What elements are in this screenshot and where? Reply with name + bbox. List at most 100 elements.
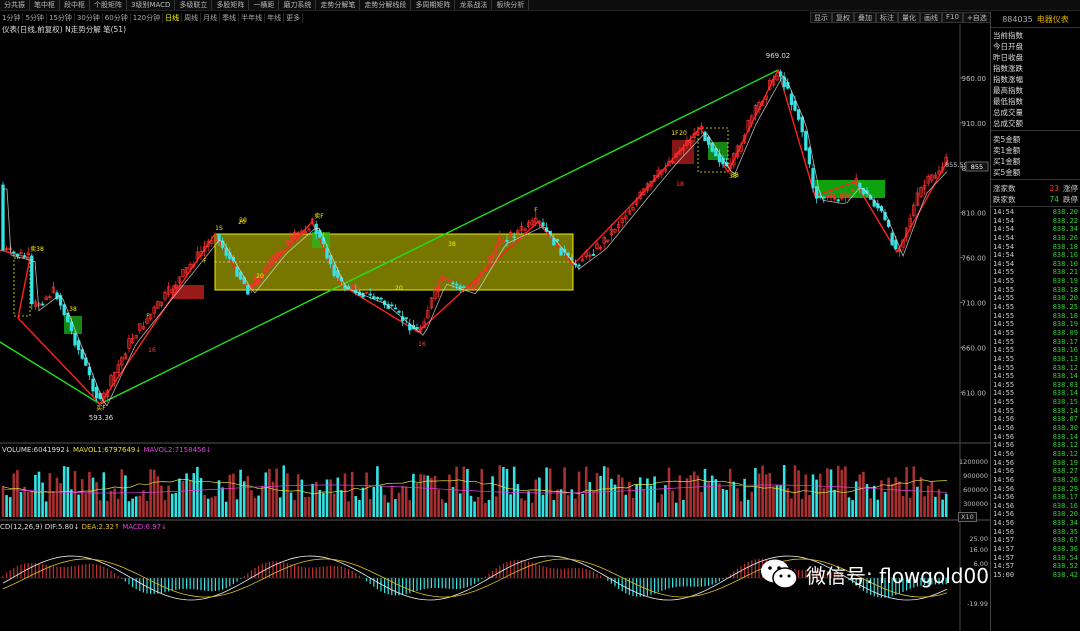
period-tab[interactable]: 15分钟 <box>47 12 75 23</box>
period-tab[interactable]: 1分钟 <box>0 12 24 23</box>
candle-body <box>580 259 585 262</box>
menu-item[interactable]: 磨刀系统 <box>279 0 317 10</box>
candle-body <box>282 250 286 253</box>
period-tab[interactable]: 半年线 <box>239 12 266 23</box>
period-tab[interactable]: 30分钟 <box>75 12 103 23</box>
menu-item[interactable]: 多级联立 <box>175 0 213 10</box>
candle-body <box>832 197 837 200</box>
menu-item[interactable]: 多股矩阵 <box>212 0 250 10</box>
menu-item[interactable]: 走势分解笔 <box>316 0 361 10</box>
volume-bar <box>916 486 919 517</box>
tick-row: 14:55 838.13 <box>993 355 1078 364</box>
menu-item[interactable]: 笔中枢 <box>30 0 60 10</box>
candle-body <box>908 217 912 228</box>
candle-body <box>764 95 768 100</box>
candle-body <box>901 239 905 248</box>
menu-item[interactable]: 龙系战法 <box>455 0 493 10</box>
volume-bar <box>775 485 779 517</box>
candle-body <box>260 275 264 279</box>
volume-bar <box>347 501 350 517</box>
volume-bar <box>224 501 228 517</box>
last-price-label: 855.59 <box>945 161 968 169</box>
toolbar-button[interactable]: 标注 <box>876 12 898 23</box>
toolbar-button[interactable]: 显示 <box>810 12 832 23</box>
period-tab[interactable]: 年线 <box>265 12 285 23</box>
tick-price: 838.13 <box>1052 354 1078 363</box>
candle-body <box>588 254 592 257</box>
volume-bar <box>318 490 322 517</box>
toolbar-button[interactable]: 叠加 <box>854 12 876 23</box>
tick-time: 14:57 <box>993 562 1015 571</box>
volume-bar <box>761 465 764 517</box>
candle-body <box>465 286 470 289</box>
volume-bar <box>242 481 246 517</box>
toolbar-button[interactable]: 画线 <box>920 12 942 23</box>
menu-item[interactable]: 段中枢 <box>60 0 90 10</box>
signal-label: F <box>146 313 150 320</box>
tick-time: 14:56 <box>993 475 1015 484</box>
zoom-x10-button[interactable]: X10 <box>958 512 977 522</box>
period-tab[interactable]: 120分钟 <box>131 12 164 23</box>
candle-body <box>163 291 167 300</box>
toolbar-button[interactable]: 量化 <box>898 12 920 23</box>
candle-body <box>714 148 718 157</box>
tick-price: 838.27 <box>1052 467 1078 476</box>
volume-axis-label: 900000 <box>963 472 988 480</box>
tick-list[interactable]: 14:54 838.20 14:54 838.22 14:54 838.34 14:54 83… <box>991 208 1080 580</box>
period-tab[interactable]: 周线 <box>182 12 202 23</box>
tick-time: 14:55 <box>993 277 1015 286</box>
kline-chart[interactable]: 960.00910.00860.00810.00760.00710.00660.… <box>0 0 990 631</box>
volume-bar <box>656 502 660 517</box>
period-tab[interactable]: 季线 <box>220 12 240 23</box>
period-tabs: 1分钟 5分钟 15分钟 30分钟 60分钟 120分钟 日线 周线 月线 季线 半年线 年线 更多 <box>0 12 990 23</box>
tick-time: 14:55 <box>993 380 1015 389</box>
menu-item[interactable]: 分共振 <box>0 0 30 10</box>
volume-bar <box>138 495 142 517</box>
candle-body <box>87 366 92 376</box>
candle-body <box>883 212 887 221</box>
candle-body <box>890 232 894 246</box>
volume-bar <box>764 474 768 517</box>
candle-body <box>840 194 844 199</box>
candle-body <box>350 284 354 287</box>
menu-item[interactable]: 一横距 <box>249 0 280 10</box>
period-tab[interactable]: 日线 <box>163 12 183 23</box>
volume-bar <box>253 497 257 517</box>
candle-body <box>184 267 189 274</box>
candle-body <box>800 116 804 133</box>
volume-bar <box>782 465 786 517</box>
candle-body <box>703 131 707 142</box>
candle-body <box>595 243 599 249</box>
period-tab[interactable]: 月线 <box>201 12 221 23</box>
volume-bar <box>815 479 818 517</box>
volume-bar <box>473 501 476 517</box>
volume-bar <box>754 468 757 517</box>
candle-body <box>642 188 646 196</box>
candle-body <box>4 248 9 251</box>
candle-body <box>577 264 581 267</box>
volume-bar <box>448 474 451 517</box>
menu-item[interactable]: 3级别MACD <box>127 0 176 10</box>
volume-bar <box>520 498 523 517</box>
menu-item[interactable]: 多周期矩阵 <box>411 0 456 10</box>
volume-bar <box>505 468 509 517</box>
candle-body <box>192 264 196 267</box>
candle-body <box>58 295 63 306</box>
menu-item[interactable]: 个股矩阵 <box>90 0 127 10</box>
candle-body <box>768 79 772 90</box>
volume-bar <box>332 493 336 517</box>
volume-bar <box>610 478 613 517</box>
menu-item[interactable]: 走势分解线段 <box>360 0 412 10</box>
toolbar-button[interactable]: 复权 <box>832 12 854 23</box>
period-tab[interactable]: 更多 <box>284 12 304 23</box>
candle-body <box>559 247 563 256</box>
menu-item[interactable]: 板块分析 <box>492 0 530 10</box>
candle-body <box>811 168 815 189</box>
period-tab[interactable]: 60分钟 <box>103 12 131 23</box>
toolbar-button[interactable]: F10 <box>942 12 963 23</box>
volume-bar <box>419 474 422 517</box>
candle-body <box>523 228 527 231</box>
volume-bar <box>570 489 574 517</box>
volume-bar <box>721 488 725 517</box>
period-tab[interactable]: 5分钟 <box>23 12 47 23</box>
